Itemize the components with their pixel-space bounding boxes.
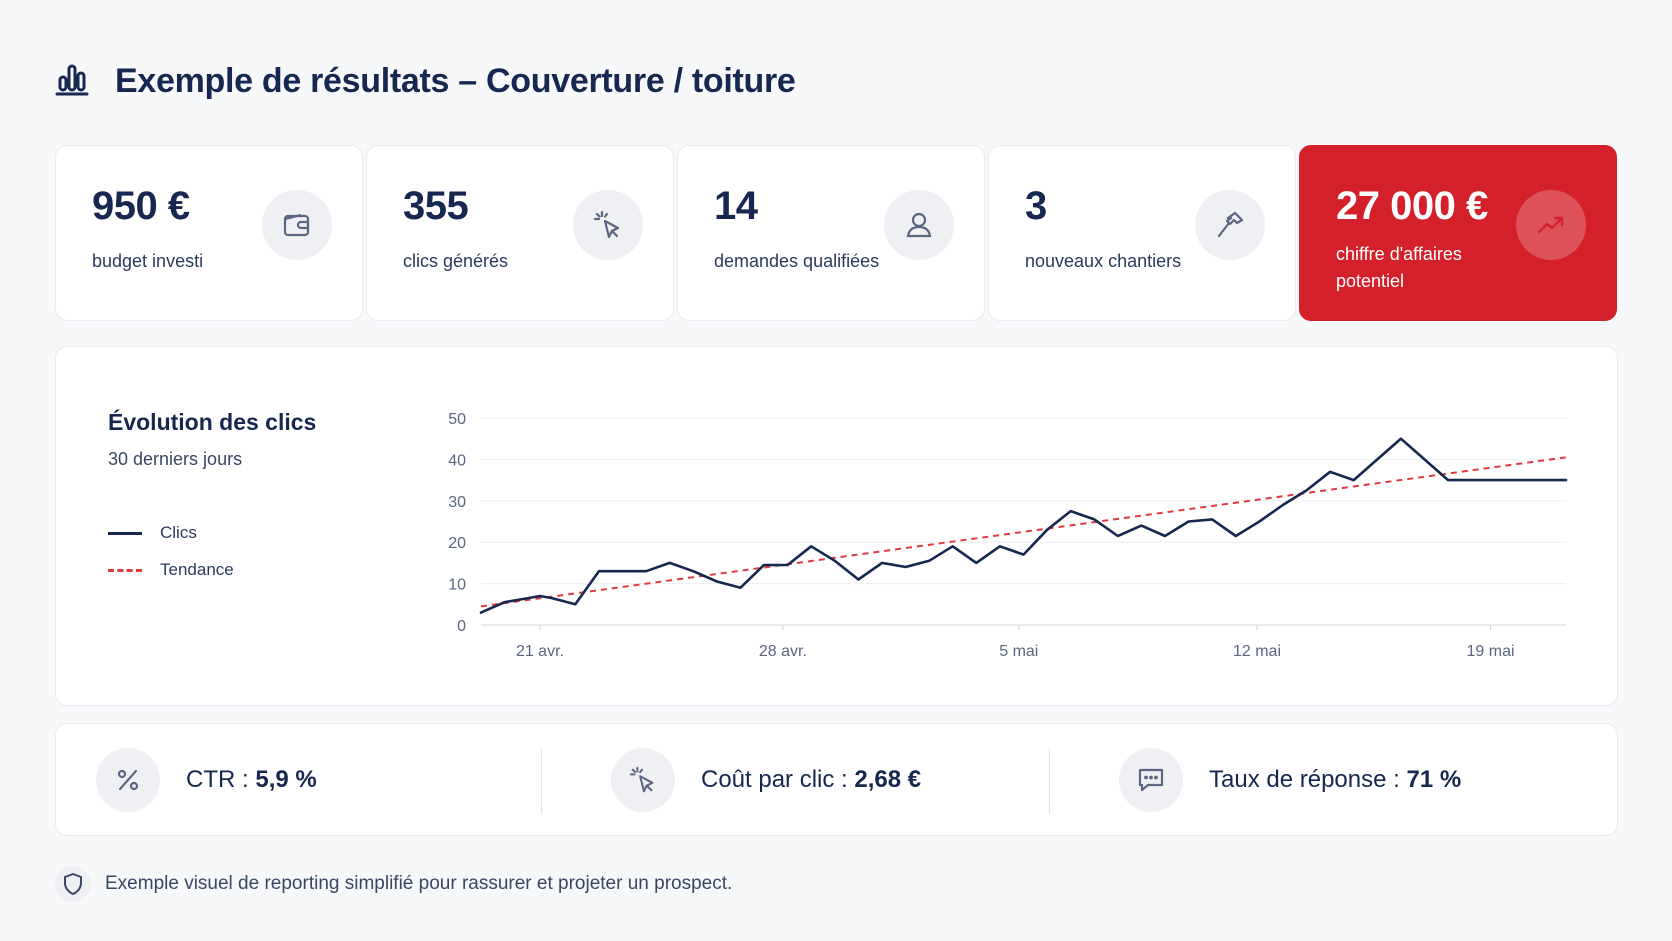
kpi-card-budget[interactable]: 950 € budget investi <box>55 145 363 321</box>
kpi-value: 27 000 € <box>1336 184 1488 228</box>
metric-value: 71 % <box>1406 766 1462 793</box>
wallet-icon <box>262 190 332 260</box>
shield-icon <box>55 866 91 902</box>
clicks-chart-card: Évolution des clics 30 derniers jours Cl… <box>55 346 1618 706</box>
cursor-click-icon <box>611 748 675 812</box>
legend-label: Clics <box>160 523 197 542</box>
metric-label: Taux de réponse : <box>1209 766 1400 793</box>
chart-title: Évolution des clics <box>108 409 317 435</box>
legend-swatch-tendance <box>108 568 142 572</box>
divider <box>1049 748 1050 814</box>
kpi-card-revenue[interactable]: 27 000 € chiffre d'affaires potentiel <box>1299 145 1617 321</box>
user-icon <box>884 190 954 260</box>
kpi-value: 355 <box>403 184 469 228</box>
x-tick-label: 19 mai <box>1467 643 1515 660</box>
cursor-click-icon <box>573 190 643 260</box>
y-tick-label: 40 <box>448 452 466 469</box>
kpi-label: clics générés <box>403 251 509 271</box>
kpi-value: 14 <box>714 184 758 228</box>
kpi-label: budget investi <box>92 251 204 271</box>
line-chart: 0 10 20 30 40 50 21 avr. 28 avr. 5 mai 12 mai 19 m… <box>448 411 1568 660</box>
metric-value: 2,68 € <box>854 766 922 793</box>
y-tick-label: 10 <box>448 577 466 594</box>
kpi-card-projects[interactable]: 3 nouveaux chantiers <box>988 145 1296 321</box>
kpi-label: nouveaux chantiers <box>1025 251 1182 271</box>
percent-icon <box>96 748 160 812</box>
metric-cpc: Coût par clic : 2,68 € <box>611 748 921 812</box>
y-tick-label: 20 <box>448 535 466 552</box>
metric-value: 5,9 % <box>255 766 317 793</box>
y-tick-label: 50 <box>448 411 466 428</box>
metric-label: Coût par clic : <box>701 766 848 793</box>
footer-note: Exemple visuel de reporting simplifié po… <box>55 866 732 902</box>
divider <box>541 748 542 814</box>
y-tick-label: 30 <box>448 494 466 511</box>
legend-label: Tendance <box>160 560 234 579</box>
x-tick-label: 5 mai <box>999 643 1038 660</box>
page-title: Exemple de résultats – Couverture / toit… <box>115 62 796 100</box>
hammer-icon <box>1195 190 1265 260</box>
metric-response-rate: Taux de réponse : 71 % <box>1119 748 1461 812</box>
x-tick-label: 12 mai <box>1233 643 1281 660</box>
kpi-label: chiffre d'affaires potentiel <box>1336 244 1462 291</box>
clicks-line <box>479 437 1568 614</box>
metric-ctr: CTR : 5,9 % <box>96 748 317 812</box>
legend-item-clics: Clics <box>108 523 197 543</box>
x-tick-label: 21 avr. <box>516 643 564 660</box>
message-icon <box>1119 748 1183 812</box>
trending-up-icon <box>1516 190 1586 260</box>
kpi-card-clicks[interactable]: 355 clics générés <box>366 145 674 321</box>
footer-text: Exemple visuel de reporting simplifié po… <box>105 873 733 894</box>
chart-subtitle: 30 derniers jours <box>108 449 243 469</box>
legend-swatch-clics <box>108 531 142 535</box>
x-tick-label: 28 avr. <box>759 643 807 660</box>
metrics-card: CTR : 5,9 % Coût par clic : 2,68 € <box>55 723 1618 836</box>
y-tick-label: 0 <box>457 618 466 635</box>
metric-label: CTR : <box>186 766 249 793</box>
page-header: Exemple de résultats – Couverture / toit… <box>55 62 796 101</box>
kpi-value: 3 <box>1025 184 1047 228</box>
legend-item-tendance: Tendance <box>108 560 234 580</box>
kpi-label: demandes qualifiées <box>714 251 880 271</box>
bar-chart-icon <box>55 62 89 101</box>
kpi-card-requests[interactable]: 14 demandes qualifiées <box>677 145 985 321</box>
kpi-value: 950 € <box>92 184 190 228</box>
